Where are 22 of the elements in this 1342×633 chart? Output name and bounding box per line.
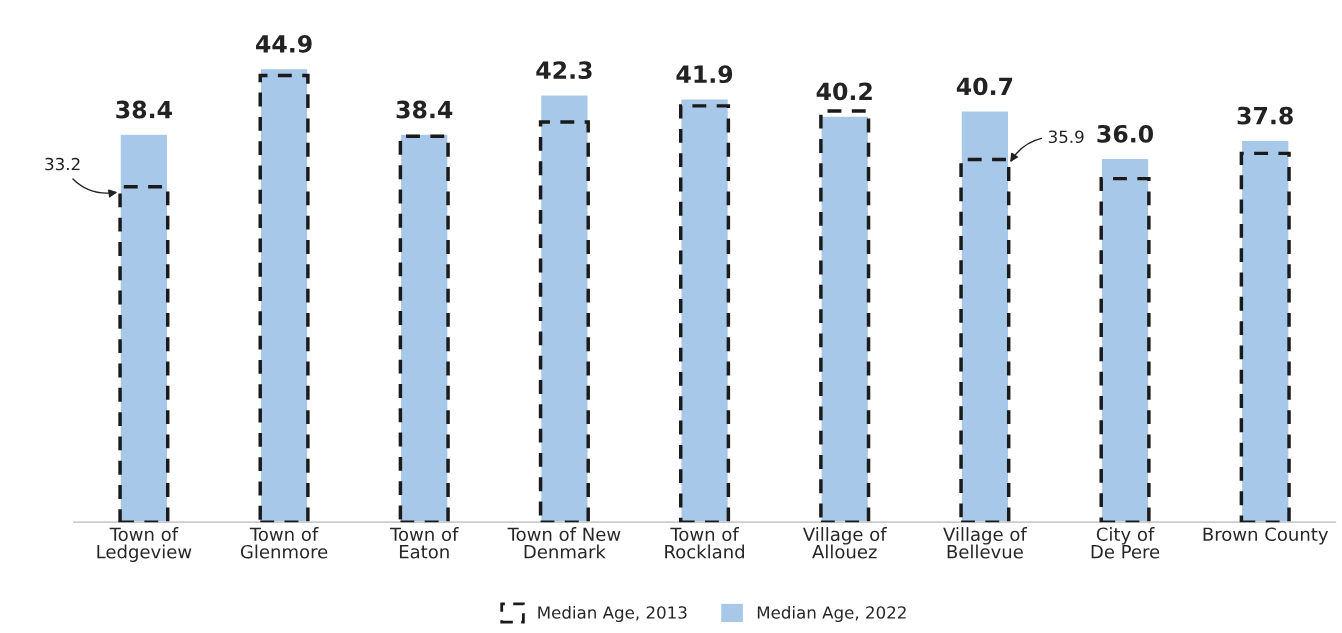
data-label: 37.8 [1237,106,1293,125]
data-label: 42.3 [536,61,592,80]
data-label: 35.9 [1048,130,1084,144]
x-tick-label: Town of New Denmark [507,527,621,559]
x-tick-label: Town of Eaton [389,527,459,559]
data-label: 33.2 [45,157,80,171]
x-tick-label: Town of Rockland [665,527,744,559]
data-label: 40.7 [956,77,1013,96]
legend-label: Median Age, 2022 [757,605,906,623]
x-tick-label: Town of Glenmore [240,527,328,559]
data-label: 36.0 [1097,124,1154,143]
data-label: 41.9 [676,65,733,84]
data-label: 40.2 [816,82,872,101]
legend-label: Median Age, 2013 [538,605,687,623]
x-tick-label: Village of Allouez [802,527,887,559]
data-label: 44.9 [255,34,312,53]
data-label: 38.4 [396,100,453,119]
x-tick-label: City of De Pere [1091,527,1160,559]
x-tick-label: Village of Bellevue [943,527,1028,559]
x-tick-label: Town of Ledgeview [97,527,192,563]
data-label: 38.4 [116,100,172,119]
x-tick-label: Brown County [1203,527,1329,545]
